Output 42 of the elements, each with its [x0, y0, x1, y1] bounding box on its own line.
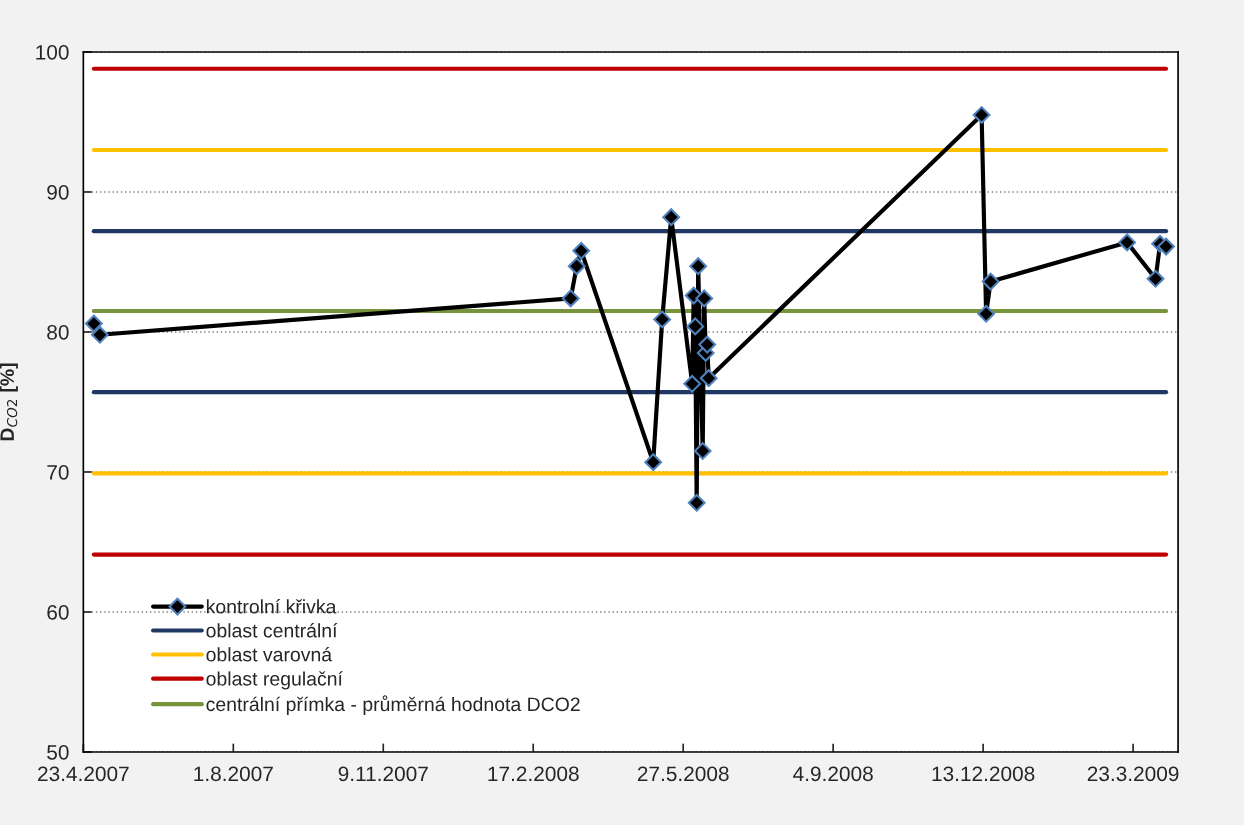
x-tick-label: 9.11.2007 — [338, 766, 428, 782]
point — [699, 369, 718, 388]
y-tick-label: 90 — [47, 184, 69, 200]
point — [1157, 237, 1175, 256]
x-tick-label: 13.12.2008 — [932, 766, 1035, 782]
legend-label: kontrolní křivka — [206, 599, 337, 614]
y-tick-label: 70 — [47, 464, 69, 480]
point — [687, 493, 706, 512]
point — [693, 442, 712, 460]
x-tick-label: 23.3.2009 — [1087, 766, 1179, 782]
point — [977, 304, 996, 323]
x-tick-label: 23.4.2007 — [38, 766, 129, 782]
x-tick-label: 4.9.2008 — [793, 766, 873, 782]
legend-label: oblast regulační — [206, 671, 343, 690]
point — [653, 310, 672, 329]
x-tick-label: 17.2.2008 — [488, 766, 579, 782]
x-tick-label: 1.8.2007 — [194, 766, 273, 782]
point — [1118, 233, 1136, 252]
point — [1146, 269, 1165, 288]
y-axis-title: D$_{CO2}$ [%] — [0, 363, 18, 441]
y-tick-label: 80 — [47, 324, 69, 340]
point — [689, 257, 708, 276]
point — [686, 317, 705, 336]
point — [698, 335, 717, 354]
legend-label: oblast varovná — [206, 646, 333, 662]
point — [84, 314, 103, 333]
point — [561, 289, 580, 308]
y-tick-label: 100 — [36, 44, 69, 60]
point — [981, 272, 1000, 291]
point — [662, 208, 681, 227]
point — [567, 257, 586, 276]
point — [972, 106, 991, 124]
legend-label: oblast centrální — [206, 623, 338, 638]
point — [695, 289, 714, 308]
x-tick-label: 27.5.2008 — [637, 766, 729, 782]
point — [644, 453, 663, 472]
y-tick-label: 50 — [47, 744, 69, 760]
point — [572, 241, 591, 260]
y-tick-label: 60 — [47, 604, 69, 620]
legend-label: centrální přímka - průměrná hodnota DCO2 — [206, 695, 580, 716]
point — [683, 374, 702, 393]
point — [90, 325, 109, 344]
